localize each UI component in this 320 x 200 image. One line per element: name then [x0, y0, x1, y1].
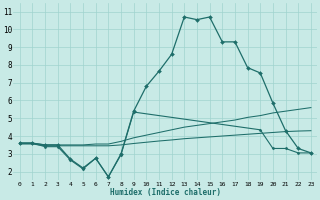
X-axis label: Humidex (Indice chaleur): Humidex (Indice chaleur) — [110, 188, 221, 197]
